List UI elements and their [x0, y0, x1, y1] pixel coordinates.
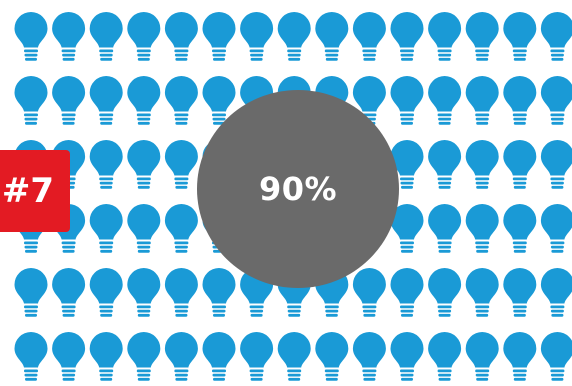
lightbulb-icon: [89, 332, 123, 381]
lightbulb-icon: [465, 332, 499, 381]
lightbulb-icon: [540, 12, 572, 61]
lightbulb-icon: [390, 204, 424, 253]
lightbulb-icon: [428, 76, 462, 125]
lightbulb-icon: [89, 204, 123, 253]
lightbulb-icon: [503, 75, 537, 125]
lightbulb-icon: [202, 332, 236, 381]
lightbulb-icon: [164, 12, 198, 61]
percent-circle: 90%: [197, 90, 399, 288]
rank-badge: #7: [0, 150, 70, 232]
lightbulb-icon: [352, 268, 386, 317]
lightbulb-icon: [390, 140, 424, 189]
lightbulb-icon: [127, 332, 161, 381]
lightbulb-icon: [202, 268, 236, 317]
lightbulb-icon: [503, 203, 537, 253]
lightbulb-icon: [352, 12, 386, 61]
lightbulb-icon: [390, 268, 424, 317]
lightbulb-icon: [52, 331, 86, 381]
lightbulb-icon: [240, 332, 274, 381]
lightbulb-icon: [428, 332, 462, 381]
lightbulb-icon: [352, 332, 386, 381]
lightbulb-icon: [14, 268, 48, 317]
lightbulb-icon: [164, 204, 198, 253]
lightbulb-icon: [503, 331, 537, 381]
lightbulb-icon: [89, 12, 123, 61]
lightbulb-icon: [164, 140, 198, 189]
lightbulb-icon: [127, 268, 161, 317]
lightbulb-icon: [240, 12, 274, 61]
lightbulb-icon: [89, 268, 123, 317]
lightbulb-icon: [14, 332, 48, 381]
lightbulb-icon: [315, 332, 349, 381]
lightbulb-icon: [14, 12, 48, 61]
lightbulb-icon: [540, 332, 572, 381]
lightbulb-icon: [465, 140, 499, 189]
lightbulb-icon: [52, 75, 86, 125]
lightbulb-icon: [127, 12, 161, 61]
lightbulb-icon: [164, 76, 198, 125]
lightbulb-icon: [127, 76, 161, 125]
lightbulb-icon: [465, 12, 499, 61]
lightbulb-icon: [540, 204, 572, 253]
lightbulb-icon: [503, 11, 537, 61]
lightbulb-icon: [428, 140, 462, 189]
lightbulb-icon: [465, 76, 499, 125]
lightbulb-icon: [540, 76, 572, 125]
lightbulb-icon: [89, 140, 123, 189]
lightbulb-icon: [14, 76, 48, 125]
lightbulb-icon: [277, 12, 311, 61]
lightbulb-icon: [465, 268, 499, 317]
lightbulb-icon: [428, 268, 462, 317]
lightbulb-icon: [164, 268, 198, 317]
lightbulb-icon: [127, 204, 161, 253]
lightbulb-icon: [540, 140, 572, 189]
lightbulb-icon: [315, 12, 349, 61]
lightbulb-icon: [465, 204, 499, 253]
lightbulb-icon: [540, 268, 572, 317]
lightbulb-icon: [428, 204, 462, 253]
lightbulb-icon: [164, 332, 198, 381]
lightbulb-icon: [89, 76, 123, 125]
lightbulb-icon: [277, 332, 311, 381]
lightbulb-icon: [202, 12, 236, 61]
lightbulb-icon: [52, 11, 86, 61]
lightbulb-icon: [428, 12, 462, 61]
lightbulb-icon: [390, 332, 424, 381]
lightbulb-icon: [390, 12, 424, 61]
lightbulb-icon: [390, 76, 424, 125]
lightbulb-icon: [52, 267, 86, 317]
lightbulb-icon: [503, 139, 537, 189]
lightbulb-icon: [127, 140, 161, 189]
lightbulb-icon: [503, 267, 537, 317]
